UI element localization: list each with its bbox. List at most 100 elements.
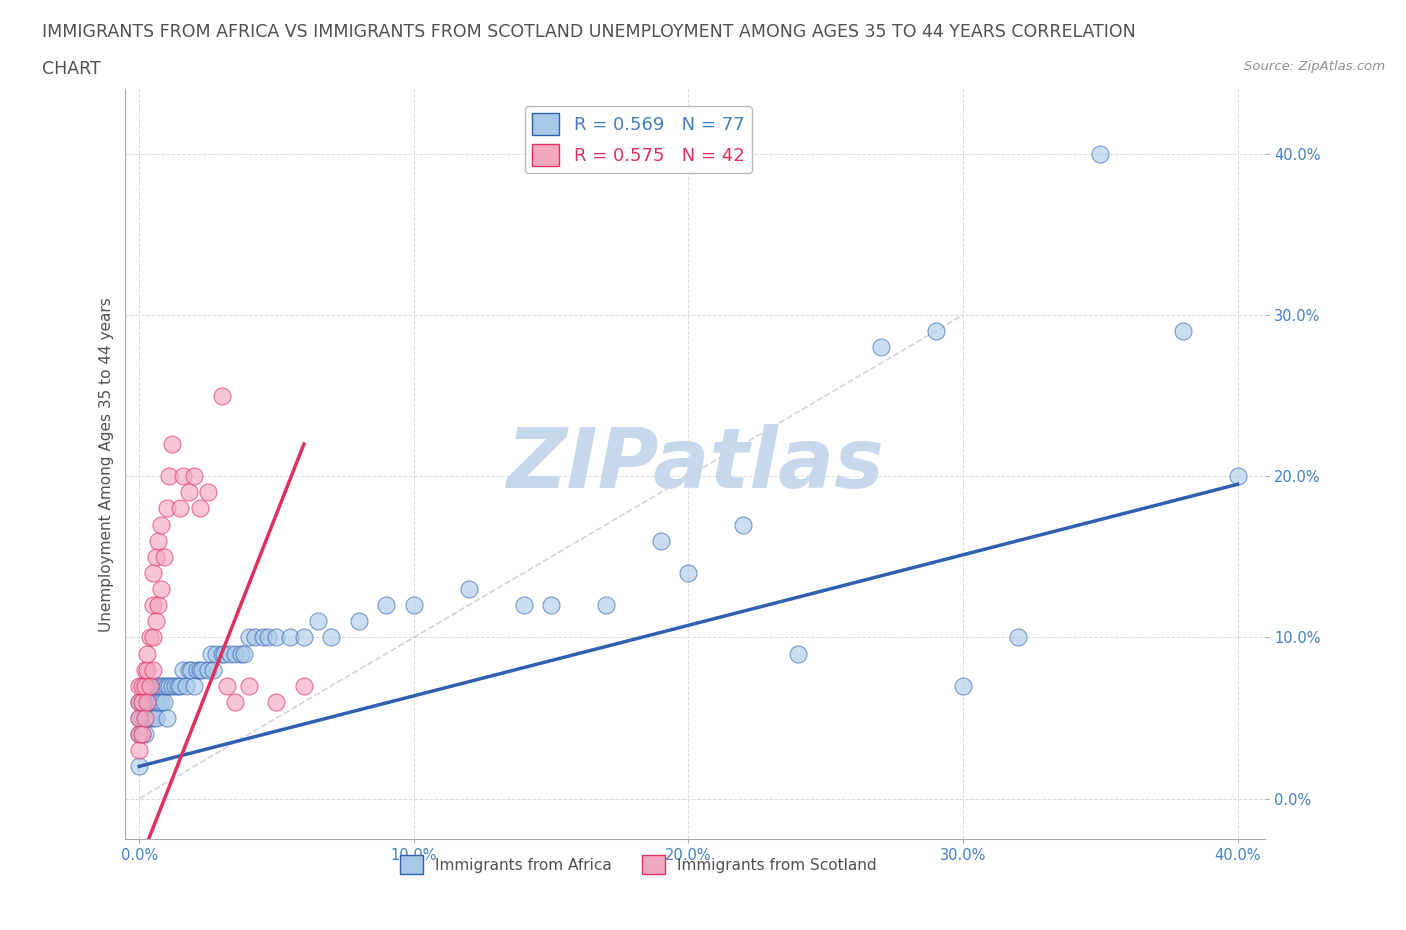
- Point: [238, 678, 260, 693]
- Point: [224, 695, 246, 710]
- Point: [211, 388, 233, 403]
- Point: [952, 678, 974, 693]
- Point: [156, 711, 179, 725]
- Point: [139, 711, 162, 725]
- Point: [224, 646, 246, 661]
- Point: [153, 550, 176, 565]
- Point: [650, 533, 672, 548]
- Point: [211, 646, 233, 661]
- Point: [134, 678, 156, 693]
- Point: [131, 695, 153, 710]
- Point: [202, 662, 225, 677]
- Point: [321, 630, 343, 644]
- Point: [157, 469, 180, 484]
- Point: [307, 614, 329, 629]
- Point: [139, 678, 162, 693]
- Point: [128, 678, 150, 693]
- Point: [136, 711, 159, 725]
- Text: IMMIGRANTS FROM AFRICA VS IMMIGRANTS FROM SCOTLAND UNEMPLOYMENT AMONG AGES 35 TO: IMMIGRANTS FROM AFRICA VS IMMIGRANTS FRO…: [42, 23, 1136, 41]
- Point: [238, 630, 260, 644]
- Point: [217, 678, 239, 693]
- Point: [787, 646, 810, 661]
- Point: [148, 598, 170, 613]
- Point: [402, 598, 425, 613]
- Point: [148, 695, 170, 710]
- Point: [131, 726, 153, 741]
- Point: [131, 695, 153, 710]
- Point: [134, 711, 156, 725]
- Point: [136, 695, 159, 710]
- Point: [177, 662, 200, 677]
- Point: [172, 469, 194, 484]
- Point: [266, 695, 288, 710]
- Point: [142, 662, 165, 677]
- Text: Source: ZipAtlas.com: Source: ZipAtlas.com: [1244, 60, 1385, 73]
- Point: [145, 614, 167, 629]
- Point: [229, 646, 252, 661]
- Point: [136, 662, 159, 677]
- Point: [174, 678, 197, 693]
- Point: [128, 711, 150, 725]
- Point: [1090, 146, 1112, 161]
- Point: [924, 324, 946, 339]
- Point: [128, 695, 150, 710]
- Point: [205, 646, 228, 661]
- Y-axis label: Unemployment Among Ages 35 to 44 years: Unemployment Among Ages 35 to 44 years: [100, 297, 114, 631]
- Point: [156, 501, 179, 516]
- Point: [188, 501, 211, 516]
- Point: [128, 726, 150, 741]
- Point: [153, 695, 176, 710]
- Point: [150, 581, 173, 596]
- Point: [257, 630, 280, 644]
- Point: [252, 630, 274, 644]
- Point: [218, 646, 240, 661]
- Point: [169, 501, 191, 516]
- Point: [134, 726, 156, 741]
- Point: [243, 630, 266, 644]
- Point: [134, 711, 156, 725]
- Point: [1007, 630, 1029, 644]
- Point: [163, 678, 186, 693]
- Point: [128, 759, 150, 774]
- Point: [232, 646, 254, 661]
- Point: [136, 695, 159, 710]
- Point: [292, 630, 315, 644]
- Point: [214, 646, 236, 661]
- Text: CHART: CHART: [42, 60, 101, 78]
- Point: [457, 581, 479, 596]
- Point: [145, 678, 167, 693]
- Point: [128, 743, 150, 758]
- Point: [139, 695, 162, 710]
- Point: [148, 678, 170, 693]
- Point: [375, 598, 398, 613]
- Point: [142, 598, 165, 613]
- Point: [142, 565, 165, 580]
- Point: [169, 678, 191, 693]
- Point: [142, 678, 165, 693]
- Point: [131, 726, 153, 741]
- Point: [197, 662, 219, 677]
- Point: [142, 711, 165, 725]
- Point: [197, 485, 219, 499]
- Point: [128, 695, 150, 710]
- Point: [869, 339, 891, 354]
- Point: [142, 630, 165, 644]
- Point: [186, 662, 208, 677]
- Point: [733, 517, 755, 532]
- Point: [278, 630, 301, 644]
- Point: [200, 646, 222, 661]
- Point: [150, 517, 173, 532]
- Point: [512, 598, 534, 613]
- Point: [139, 630, 162, 644]
- Point: [156, 678, 179, 693]
- Point: [128, 726, 150, 741]
- Point: [148, 533, 170, 548]
- Point: [128, 711, 150, 725]
- Point: [678, 565, 700, 580]
- Point: [145, 550, 167, 565]
- Point: [134, 678, 156, 693]
- Point: [347, 614, 370, 629]
- Point: [1171, 324, 1194, 339]
- Point: [131, 711, 153, 725]
- Point: [166, 678, 188, 693]
